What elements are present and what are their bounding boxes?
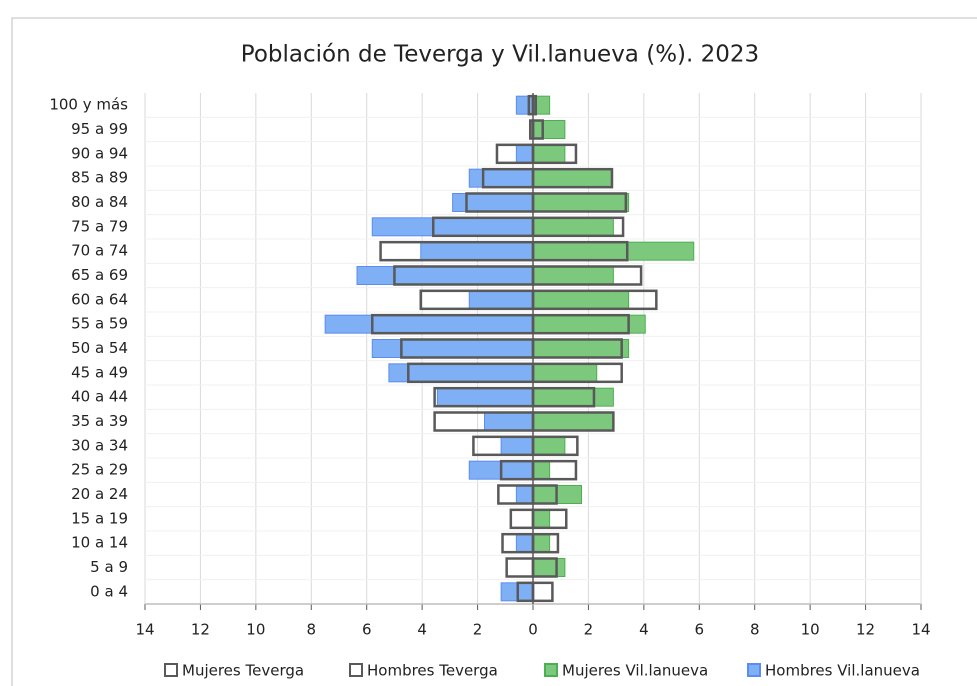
bar [379, 240, 535, 262]
legend-label: Hombres Vil.lanueva [765, 662, 920, 680]
legend-swatch [544, 663, 558, 677]
x-tick-label: 6 [695, 621, 705, 639]
x-tick-label: 12 [191, 621, 210, 639]
bar [407, 362, 535, 384]
bar [531, 386, 596, 408]
y-tick-label: 30 a 34 [71, 436, 128, 454]
bar [531, 411, 615, 432]
x-tick-label: 6 [362, 621, 372, 639]
y-tick-label: 25 a 29 [71, 461, 128, 479]
x-tick-label: 2 [584, 621, 594, 639]
bar [371, 313, 535, 335]
y-tick-label: 65 a 69 [71, 266, 128, 284]
x-tick-label: 2 [473, 621, 483, 639]
legend-swatch [349, 663, 363, 677]
y-tick-label: 35 a 39 [71, 412, 128, 430]
y-tick-label: 55 a 59 [71, 315, 128, 333]
bar [509, 508, 535, 530]
bar [497, 484, 535, 505]
y-tick-label: 95 a 99 [71, 120, 128, 138]
y-tick-label: 100 y más [49, 96, 128, 114]
bar [531, 435, 579, 457]
y-tick-label: 60 a 64 [71, 290, 128, 308]
bar [531, 313, 630, 335]
bar [531, 557, 558, 578]
bar [481, 167, 535, 189]
x-tick-label: 10 [801, 621, 820, 639]
bar [400, 338, 535, 359]
y-tick-label: 15 a 19 [71, 509, 128, 527]
bar [499, 459, 535, 481]
bar [531, 167, 614, 189]
x-tick-label: 4 [417, 621, 427, 639]
x-tick-label: 0 [528, 621, 538, 639]
bar [465, 192, 535, 213]
y-tick-label: 5 a 9 [90, 558, 128, 576]
bar [531, 532, 560, 554]
bar [531, 265, 643, 286]
bar [419, 289, 535, 311]
x-tick-label: 8 [750, 621, 760, 639]
y-tick-label: 90 a 94 [71, 144, 128, 162]
y-tick-label: 0 a 4 [90, 582, 128, 600]
bar [531, 143, 578, 165]
y-tick-label: 50 a 54 [71, 339, 128, 357]
legend-label: Mujeres Teverga [182, 662, 304, 680]
bar [433, 386, 535, 408]
bar [531, 508, 568, 530]
bar [433, 411, 535, 432]
bar [531, 216, 625, 238]
y-tick-label: 75 a 79 [71, 217, 128, 235]
bar [531, 459, 578, 481]
x-tick-label: 14 [911, 621, 930, 639]
bar [531, 338, 623, 359]
x-tick-label: 4 [639, 621, 649, 639]
chart-title: Población de Teverga y Vil.lanueva (%). … [241, 42, 759, 68]
bar [531, 192, 628, 213]
legend-swatch [164, 663, 178, 677]
y-tick-label: 20 a 24 [71, 485, 128, 503]
x-tick-label: 8 [307, 621, 317, 639]
y-tick-label: 70 a 74 [71, 242, 128, 260]
bar [531, 119, 544, 140]
bar [431, 216, 535, 238]
x-tick-label: 10 [246, 621, 265, 639]
bar [516, 581, 535, 603]
bar [531, 581, 554, 603]
bar [393, 265, 535, 286]
y-tick-label: 40 a 44 [71, 388, 128, 406]
bar [505, 557, 535, 578]
legend-label: Hombres Teverga [367, 662, 498, 680]
bar [531, 240, 629, 262]
y-tick-label: 80 a 84 [71, 193, 128, 211]
bar [495, 143, 535, 165]
y-tick-label: 85 a 89 [71, 169, 128, 187]
bar [531, 289, 658, 311]
y-tick-label: 45 a 49 [71, 363, 128, 381]
y-tick-label: 10 a 14 [71, 534, 128, 552]
legend-swatch [747, 663, 761, 677]
x-tick-label: 14 [135, 621, 154, 639]
x-tick-label: 12 [856, 621, 875, 639]
bar [531, 484, 558, 505]
legend-label: Mujeres Vil.lanueva [562, 662, 708, 680]
bar [501, 532, 535, 554]
bar [472, 435, 535, 457]
bar [531, 362, 623, 384]
